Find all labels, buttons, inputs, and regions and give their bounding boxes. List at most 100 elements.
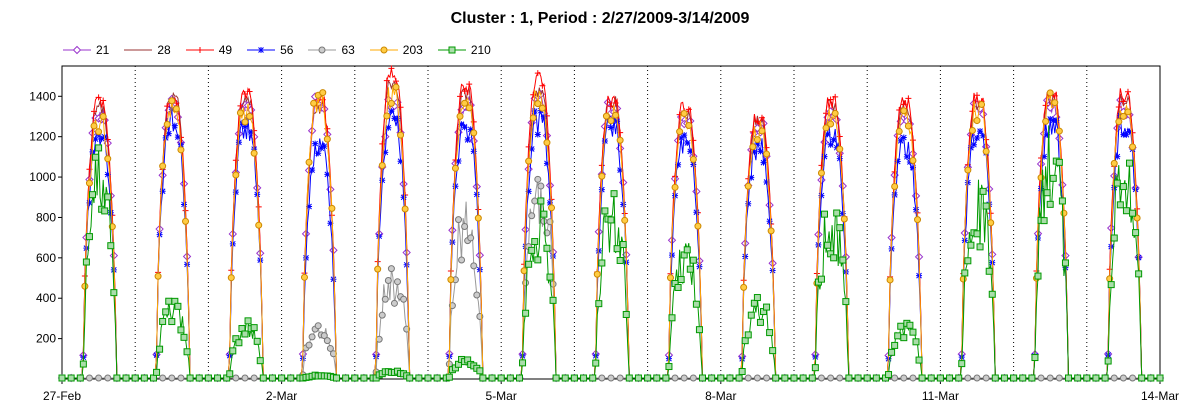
series-point-56 bbox=[315, 150, 322, 157]
series-point-203 bbox=[401, 205, 409, 213]
series-point-63 bbox=[1110, 374, 1118, 382]
series-point-203 bbox=[241, 118, 249, 126]
series-point-56 bbox=[242, 123, 248, 130]
series-point-56 bbox=[385, 124, 392, 131]
series-point-49 bbox=[905, 95, 912, 102]
legend-label: 63 bbox=[341, 43, 355, 57]
series-point-203 bbox=[328, 204, 336, 212]
series-point-203 bbox=[827, 120, 835, 128]
series-point-210 bbox=[1074, 374, 1082, 382]
series-point-203 bbox=[671, 183, 679, 191]
series-point-210 bbox=[1156, 374, 1164, 382]
series-point-49 bbox=[397, 104, 404, 111]
series-point-203 bbox=[168, 97, 176, 105]
legend-swatch bbox=[308, 46, 337, 54]
series-point-203 bbox=[689, 155, 697, 163]
series-point-21 bbox=[978, 110, 988, 119]
series-point-56 bbox=[306, 203, 313, 210]
legend-swatch bbox=[63, 45, 91, 55]
series-point-63 bbox=[387, 265, 395, 273]
series-point-210 bbox=[836, 224, 844, 232]
series-point-210 bbox=[153, 368, 161, 376]
series-point-56 bbox=[318, 145, 325, 152]
series-point-210 bbox=[186, 374, 194, 382]
series-point-210 bbox=[906, 321, 914, 329]
series-point-56 bbox=[98, 135, 105, 142]
series-point-203 bbox=[397, 131, 405, 139]
series-point-210 bbox=[833, 209, 841, 217]
series-point-203 bbox=[236, 109, 244, 117]
series-point-49 bbox=[1051, 92, 1058, 99]
series-point-203 bbox=[456, 112, 464, 120]
legend-item-21: 21 bbox=[62, 43, 109, 57]
series-point-210 bbox=[842, 298, 850, 306]
series-point-210 bbox=[872, 374, 880, 382]
series-point-203 bbox=[172, 105, 180, 113]
legend-marker bbox=[258, 47, 265, 53]
series-point-210 bbox=[726, 374, 734, 382]
series-point-203 bbox=[964, 166, 972, 174]
series-point-63 bbox=[384, 277, 392, 285]
legend-label: 28 bbox=[157, 43, 171, 57]
series-point-210 bbox=[1049, 174, 1057, 182]
series-point-49 bbox=[379, 140, 386, 147]
series-point-210 bbox=[595, 300, 603, 308]
series-point-203 bbox=[904, 122, 912, 130]
series-point-63 bbox=[531, 197, 539, 205]
series-point-49 bbox=[909, 137, 916, 144]
series-point-210 bbox=[552, 374, 560, 382]
series-point-56 bbox=[913, 206, 919, 213]
series-point-56 bbox=[525, 188, 532, 195]
series-point-63 bbox=[680, 374, 688, 382]
series-point-203 bbox=[95, 128, 103, 136]
series-point-210 bbox=[1107, 281, 1115, 289]
series-point-49 bbox=[182, 207, 189, 214]
series-point-210 bbox=[1132, 229, 1140, 237]
series-point-210 bbox=[699, 374, 706, 382]
series-point-63 bbox=[973, 374, 981, 382]
series-point-210 bbox=[607, 216, 615, 224]
series-point-49 bbox=[457, 93, 464, 100]
legend-marker bbox=[380, 46, 388, 54]
series-point-49 bbox=[91, 108, 98, 115]
series-point-56 bbox=[547, 199, 553, 206]
series-point-56 bbox=[232, 189, 239, 196]
series-point-210 bbox=[915, 356, 923, 364]
series-point-210 bbox=[140, 374, 148, 382]
x-tick-label: 14-Mar bbox=[1141, 389, 1179, 403]
series-point-56 bbox=[977, 128, 984, 135]
x-tick-label: 5-Mar bbox=[486, 389, 517, 403]
series-point-210 bbox=[668, 314, 676, 322]
series-point-203 bbox=[987, 219, 995, 227]
series-point-210 bbox=[885, 371, 893, 379]
series-point-63 bbox=[177, 374, 185, 382]
series-point-210 bbox=[912, 338, 920, 346]
series-point-203 bbox=[392, 83, 400, 91]
series-point-210 bbox=[113, 374, 121, 382]
series-point-203 bbox=[616, 136, 624, 144]
series-point-63 bbox=[982, 374, 990, 382]
series-point-203 bbox=[840, 215, 848, 223]
series-point-63 bbox=[1037, 374, 1045, 382]
series-point-203 bbox=[1124, 108, 1132, 116]
series-point-210 bbox=[570, 374, 578, 382]
series-point-63 bbox=[232, 374, 240, 382]
series-point-210 bbox=[287, 374, 295, 382]
series-point-56 bbox=[903, 153, 910, 160]
series-point-210 bbox=[497, 374, 505, 382]
series-point-210 bbox=[982, 202, 990, 210]
series-point-56 bbox=[107, 209, 114, 216]
series-point-63 bbox=[394, 278, 401, 286]
series-point-210 bbox=[89, 191, 96, 199]
series-point-56 bbox=[534, 131, 541, 138]
series-point-210 bbox=[894, 332, 902, 340]
series-point-56 bbox=[974, 135, 980, 142]
series-point-210 bbox=[958, 360, 966, 368]
series-point-49 bbox=[100, 97, 107, 104]
series-point-210 bbox=[1138, 374, 1146, 382]
series-point-56 bbox=[235, 139, 242, 146]
series-point-210 bbox=[241, 330, 249, 338]
series-point-210 bbox=[531, 238, 539, 246]
series-point-63 bbox=[400, 295, 408, 303]
series-point-210 bbox=[561, 374, 569, 382]
